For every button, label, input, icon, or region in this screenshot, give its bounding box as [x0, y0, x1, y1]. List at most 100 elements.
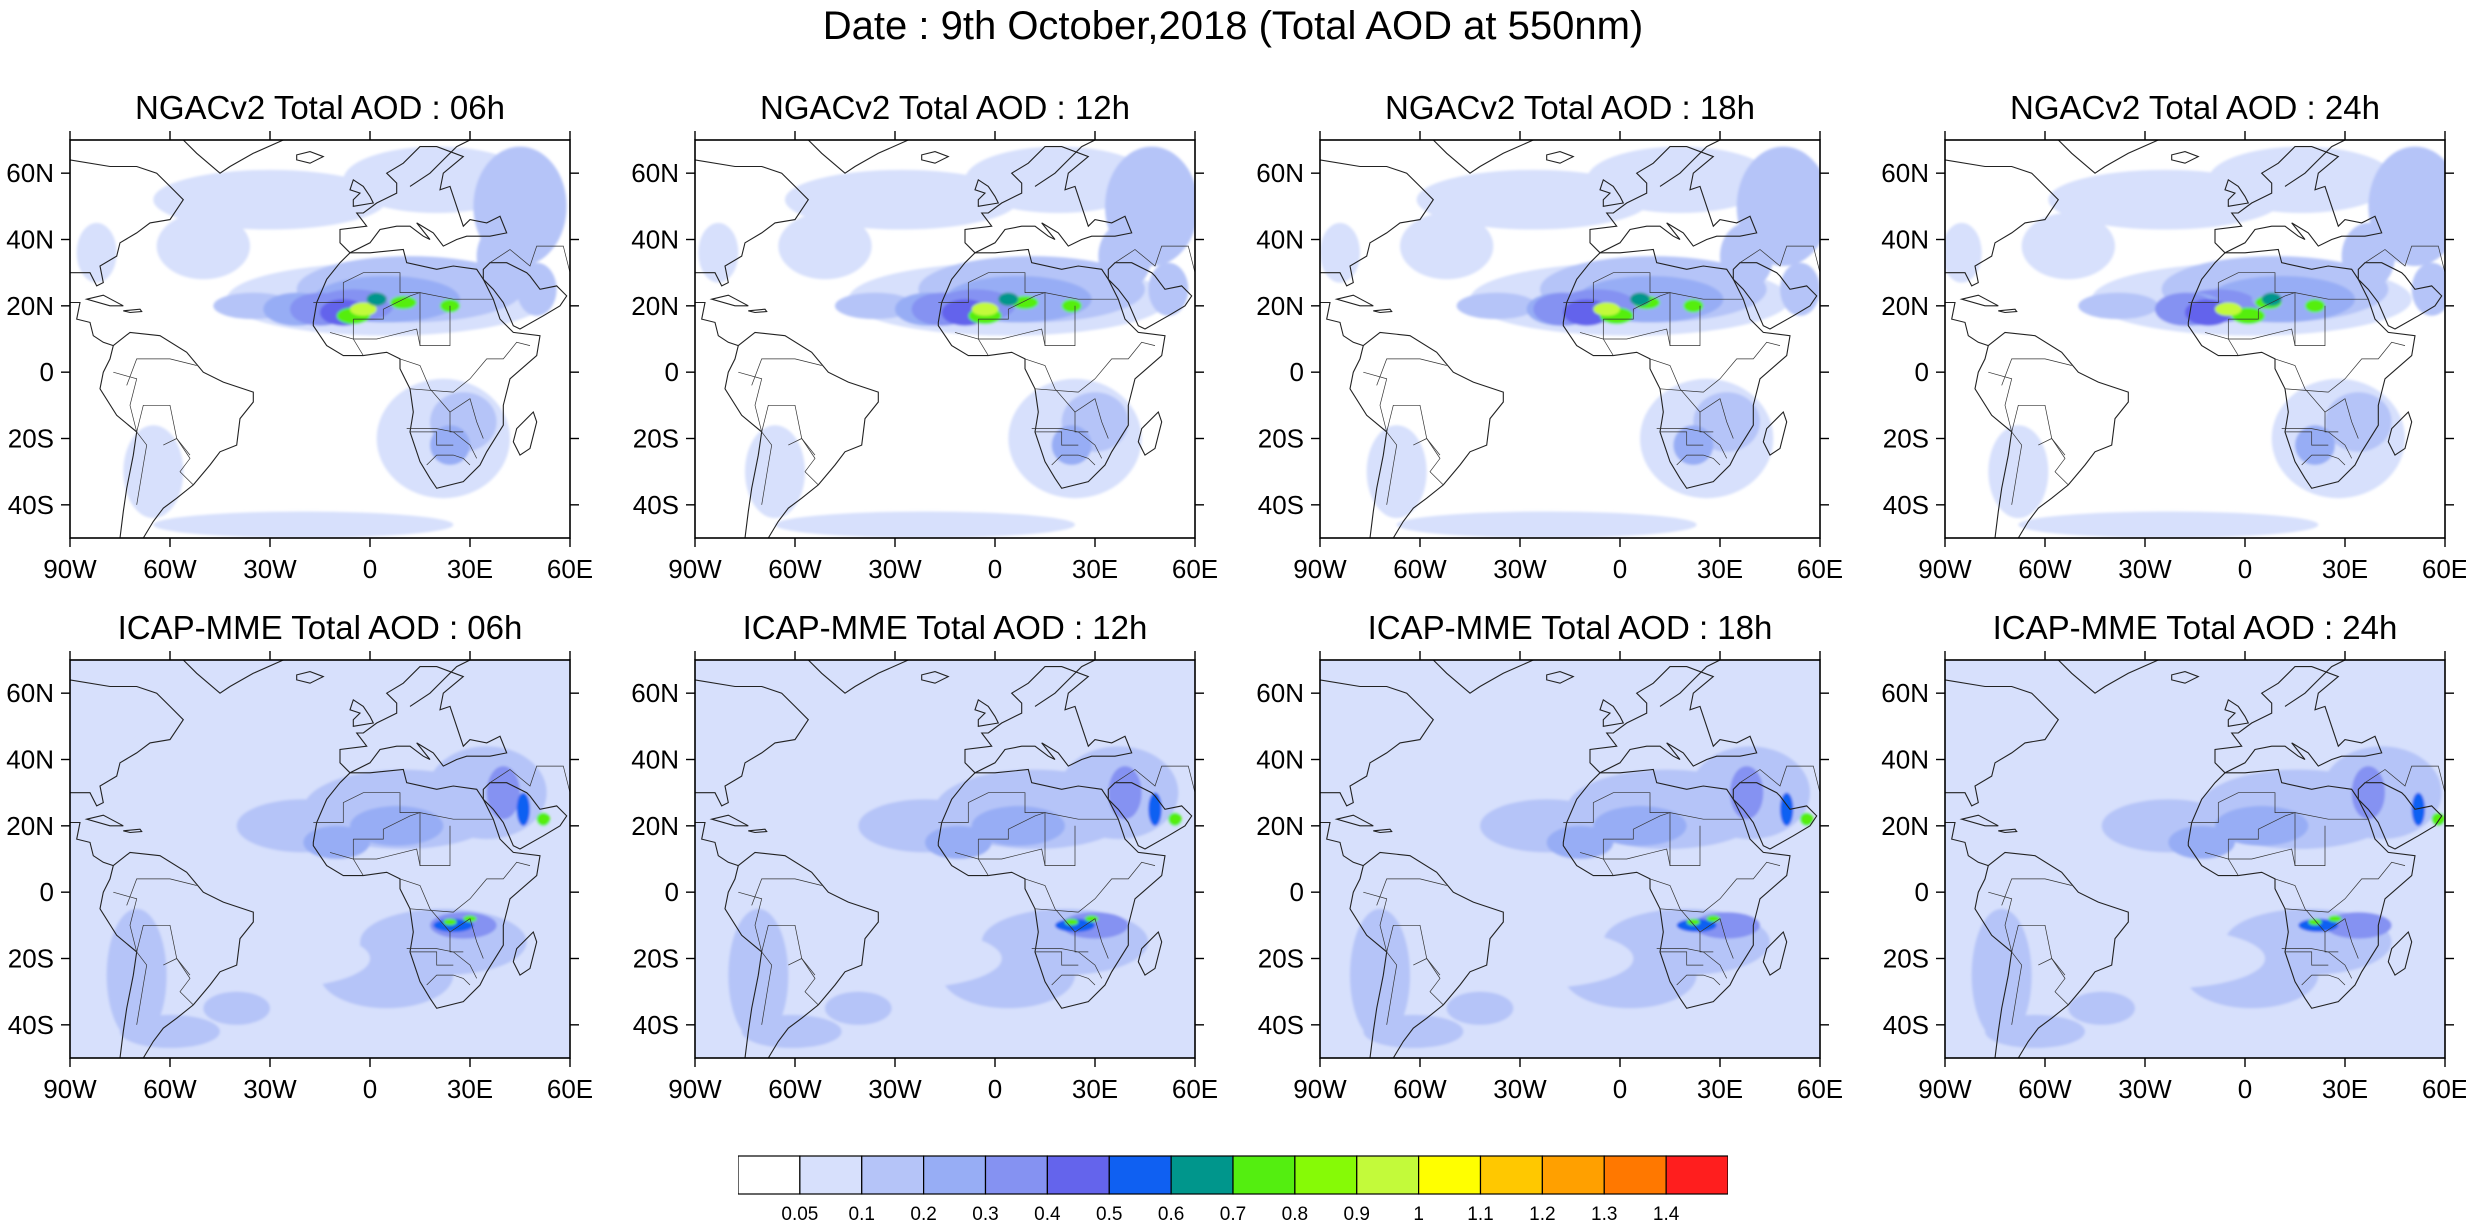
aod-contour [2021, 212, 2115, 280]
country-border [1034, 341, 1156, 393]
lon-tick-label: 30E [2322, 554, 2368, 584]
coastline-cuba [1959, 294, 1999, 307]
country-border [2285, 431, 2329, 446]
map-svg: 90W 60W 30W 0 30E 60E 60N 40N 20N 0 20S 40S [1881, 131, 2466, 584]
coastline-europe [1589, 666, 1758, 774]
lat-tick-label: 60N [6, 158, 54, 188]
lon-tick-label: 30E [1697, 554, 1743, 584]
lon-tick-label: 60E [547, 554, 593, 584]
aod-contour [1456, 292, 1537, 320]
country-border [1386, 951, 1398, 1025]
coastline-centralam [1945, 301, 1989, 347]
colorbar-swatch [1046, 1155, 1110, 1195]
country-borders [113, 245, 570, 505]
lon-tick-label: 0 [363, 1074, 377, 1104]
aod-contour [745, 425, 805, 519]
aod-contour [476, 222, 530, 290]
country-border [2301, 454, 2346, 466]
map-panel-ngacv2-12h: NGACv2 Total AOD : 12h 90W 60W 30W 0 30E 60E 60… [631, 89, 1218, 584]
coastline-samerica [1974, 851, 2129, 1058]
country-border [426, 454, 471, 466]
coastline-arabia [482, 782, 568, 850]
lon-tick-label: 30W [1493, 1074, 1547, 1104]
lon-tick-label: 0 [2238, 554, 2252, 584]
coastline-namerica [1945, 159, 2060, 287]
country-border [313, 792, 494, 823]
colorbar-label: 0.9 [1344, 1204, 1370, 1222]
lon-tick-label: 30E [2322, 1074, 2368, 1104]
map-svg: 90W 60W 30W 0 30E 60E 60N 40N 20N 0 20S 40S [1256, 651, 1843, 1104]
aod-contour [998, 292, 1019, 306]
map-plot: 90W 60W 30W 0 30E 60E 60N 40N 20N 0 20S 40S [6, 131, 593, 584]
aod-contour [1676, 918, 1717, 932]
country-border [1074, 932, 1089, 953]
coastline-europe [964, 146, 1133, 254]
lon-tick-label: 30W [868, 1074, 922, 1104]
lat-tick-label: 40S [633, 490, 679, 520]
lon-tick-label: 60E [2422, 554, 2466, 584]
country-border [426, 974, 471, 986]
map-panel-ngacv2-18h: NGACv2 Total AOD : 18h 90W 60W 30W 0 30E 60E 60… [1256, 89, 1843, 584]
lon-tick-label: 0 [988, 554, 1002, 584]
coastline-scandinavia [1659, 140, 1721, 187]
aod-contour [2305, 299, 2325, 313]
aod-contour [1085, 915, 1099, 923]
lat-tick-label: 60N [1256, 158, 1304, 188]
country-border [449, 412, 464, 433]
aod-contour [516, 792, 530, 826]
country-border [1413, 438, 1441, 456]
lon-tick-label: 60E [1172, 1074, 1218, 1104]
coastline-cuba [1959, 814, 1999, 827]
colorbar-swatch [1294, 1155, 1358, 1195]
aod-contour [1706, 915, 1720, 923]
country-border [1051, 454, 1096, 466]
lat-tick-label: 0 [1290, 357, 1304, 387]
country-border [2324, 412, 2339, 433]
coastline-madagascar [1762, 410, 1788, 456]
country-border [954, 852, 989, 876]
country-border [938, 272, 1119, 303]
coastline-greenland [182, 140, 284, 174]
map-panel-ngacv2-06h: NGACv2 Total AOD : 06h 90W 60W 30W 0 30E 60E 60… [6, 89, 593, 584]
country-border [2285, 951, 2329, 966]
coastline-greenland [1432, 660, 1534, 694]
country-border [977, 839, 1046, 866]
coastline-namerica [70, 679, 185, 807]
aod-contour [2328, 915, 2342, 923]
coastline-greenland [182, 660, 284, 694]
aod-field [86, 669, 554, 1058]
country-border [113, 891, 138, 952]
lat-tick-label: 20N [631, 291, 679, 321]
lon-tick-label: 90W [1293, 554, 1347, 584]
lat-tick-label: 40S [1883, 490, 1929, 520]
lon-tick-label: 30W [2118, 554, 2172, 584]
lat-tick-label: 20N [1881, 811, 1929, 841]
coastline-scandinavia [1034, 660, 1096, 707]
coastline-arabia [1732, 782, 1818, 850]
map-frame [1944, 659, 2446, 1059]
colorbar-swatch [799, 1155, 863, 1195]
colorbar-swatch [1541, 1155, 1605, 1195]
aod-contour [2208, 146, 2395, 213]
country-border [1603, 812, 1701, 866]
map-svg: 90W 60W 30W 0 30E 60E 60N 40N 20N 0 20S 40S [631, 651, 1218, 1104]
map-svg: 90W 60W 30W 0 30E 60E 60N 40N 20N 0 20S 40S [6, 131, 593, 584]
country-border [738, 371, 763, 432]
coastline-samerica [99, 331, 254, 538]
country-border [1660, 951, 1704, 966]
lon-tick-label: 30E [447, 554, 493, 584]
lon-tick-label: 0 [988, 1074, 1002, 1104]
colorbar-graphic: 0.05 0.1 0.2 0.3 0.4 0.5 0.6 0.7 0.8 0.9 1 1.1 1.2 1.… [737, 1155, 1729, 1225]
colorbar-label: 1.4 [1653, 1204, 1680, 1222]
coastline-cuba [1334, 294, 1374, 307]
aod-contour [825, 991, 892, 1025]
lat-tick-label: 40S [633, 1010, 679, 1040]
coastline-greenland [1432, 140, 1534, 174]
coastline-cuba [709, 294, 749, 307]
coastline-greenland [807, 140, 909, 174]
lat-tick-label: 20S [1883, 944, 1929, 974]
colorbar-swatch [1603, 1155, 1667, 1195]
map-plot: 90W 60W 30W 0 30E 60E 60N 40N 20N 0 20S 40S [631, 651, 1218, 1104]
coastline-centralam [1945, 821, 1989, 867]
country-border [1563, 272, 1744, 303]
